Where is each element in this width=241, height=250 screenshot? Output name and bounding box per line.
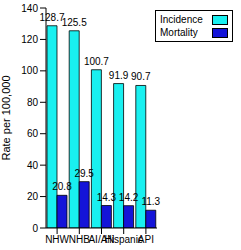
svg-text:14.2: 14.2 xyxy=(119,192,139,203)
svg-text:20.8: 20.8 xyxy=(52,181,72,192)
svg-text:90.7: 90.7 xyxy=(131,71,151,82)
svg-text:AI/AN: AI/AN xyxy=(88,234,115,246)
svg-text:40: 40 xyxy=(27,160,39,171)
svg-text:100: 100 xyxy=(21,65,38,76)
svg-text:128.7: 128.7 xyxy=(39,11,65,23)
html-text:Incidence: Incidence xyxy=(160,14,203,25)
svg-text:120: 120 xyxy=(21,34,38,45)
svg-text:20: 20 xyxy=(27,191,39,202)
svg-text:80: 80 xyxy=(27,97,39,108)
svg-text:29.5: 29.5 xyxy=(74,168,94,179)
svg-text:14.3: 14.3 xyxy=(97,192,117,203)
svg-text:NHW: NHW xyxy=(45,234,69,245)
svg-text:Hispanic: Hispanic xyxy=(104,234,143,246)
svg-text:91.9: 91.9 xyxy=(109,70,129,81)
svg-text:140: 140 xyxy=(21,3,38,14)
svg-text:NHB: NHB xyxy=(69,234,90,245)
svg-text:100.7: 100.7 xyxy=(84,56,109,67)
svg-text:60: 60 xyxy=(27,128,39,139)
svg-text:11.3: 11.3 xyxy=(141,196,160,207)
svg-text:API: API xyxy=(138,234,154,245)
svg-text:125.5: 125.5 xyxy=(62,17,87,28)
html-text:Mortality: Mortality xyxy=(160,27,198,38)
svg-text:0: 0 xyxy=(32,223,38,234)
svg-text:Rate per 100,000: Rate per 100,000 xyxy=(8,75,12,160)
